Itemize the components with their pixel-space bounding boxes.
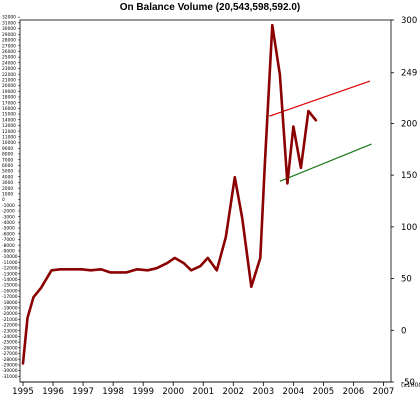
obv-series-line (21, 23, 318, 365)
x-tick-label: 2005 (313, 387, 335, 397)
x-tick-label: 2003 (253, 387, 275, 397)
left-tick-label: 18000 (2, 95, 16, 101)
left-tick-label: -12000 (2, 266, 18, 272)
x-axis: 1995 1996 1997 1998 1999 2000 2001 2002 2003 2004… (12, 382, 394, 397)
right-tick-label: 0 (401, 326, 406, 336)
left-tick-label: -5000 (2, 226, 15, 232)
left-tick-label: 4000 (2, 174, 13, 180)
left-tick-label: 23000 (2, 66, 16, 72)
x-tick-label: 2002 (222, 387, 244, 397)
left-tick-label: -4000 (2, 220, 15, 226)
x-tick-label: 1996 (42, 387, 64, 397)
left-axis: 3200031000300002900028000270002600025000… (2, 15, 20, 380)
left-tick-label: -3000 (2, 214, 15, 220)
left-tick-label: -9000 (2, 248, 15, 254)
left-tick-label: 20000 (2, 83, 16, 89)
left-tick-label: 32000 (2, 15, 16, 21)
left-tick-label: -1000 (2, 203, 15, 209)
left-tick-label: 11000 (2, 134, 16, 140)
trendline (269, 80, 371, 117)
left-tick-label: -22000 (2, 323, 18, 329)
left-tick-label: 25000 (2, 55, 16, 61)
right-tick-label: 200 (401, 119, 417, 129)
x-tick-label: 2006 (343, 387, 365, 397)
left-tick-label: 1000 (2, 191, 13, 197)
left-tick-label: -20000 (2, 311, 18, 317)
left-tick-label: 2000 (2, 186, 13, 192)
left-tick-label: 15000 (2, 112, 16, 118)
chart-title: On Balance Volume (20,543,598,592.0) (119, 2, 301, 13)
left-tick-label: -26000 (2, 345, 18, 351)
left-tick-label: -21000 (2, 317, 18, 323)
plot-frame (19, 19, 392, 383)
left-tick-label: -10000 (2, 254, 18, 260)
left-tick-label: 22000 (2, 72, 16, 78)
right-axis-unit-label: (x1000 (401, 382, 420, 389)
left-tick-label: -25000 (2, 340, 18, 346)
left-tick-label: -2000 (2, 209, 15, 215)
left-tick-label: 12000 (2, 129, 16, 135)
left-tick-label: 28000 (2, 38, 16, 44)
right-tick-label: 300 (401, 16, 417, 26)
left-tick-label: -14000 (2, 277, 18, 283)
left-tick-label: -19000 (2, 305, 18, 311)
left-tick-label: -31000 (2, 374, 18, 380)
left-tick-label: -28000 (2, 357, 18, 363)
left-tick-label: 21000 (2, 77, 16, 83)
trendline (279, 143, 372, 182)
series-group (21, 23, 318, 365)
left-tick-label: -8000 (2, 243, 15, 249)
left-tick-label: 17000 (2, 100, 16, 106)
left-tick-label: 5000 (2, 169, 13, 175)
left-tick-label: 9000 (2, 146, 13, 152)
right-tick-label: 150 (401, 171, 417, 181)
x-tick-label: 2007 (373, 387, 395, 397)
left-tick-label: 8000 (2, 152, 13, 158)
right-axis: 300 249 200 150 100 50 0 -50(x1000 (391, 16, 420, 389)
left-tick-label: 29000 (2, 32, 16, 38)
left-tick-label: -11000 (2, 260, 18, 266)
left-tick-label: 10000 (2, 140, 16, 146)
right-tick-label: 249 (401, 69, 417, 79)
x-tick-label: 1997 (72, 387, 94, 397)
right-tick-label: 100 (401, 223, 417, 233)
left-tick-label: 6000 (2, 163, 13, 169)
right-tick-label: -50 (401, 378, 415, 388)
x-tick-label: 2001 (192, 387, 214, 397)
left-tick-label: 16000 (2, 106, 16, 112)
left-tick-label: 26000 (2, 49, 16, 55)
left-tick-label: 7000 (2, 157, 13, 163)
left-tick-label: -17000 (2, 294, 18, 300)
x-tick-label: 1999 (132, 387, 154, 397)
left-tick-label: -29000 (2, 362, 18, 368)
left-tick-label: 14000 (2, 117, 16, 123)
left-tick-label: -30000 (2, 368, 18, 374)
left-tick-label: -13000 (2, 271, 18, 277)
x-tick-label: 2000 (162, 387, 184, 397)
right-tick-label: 50 (401, 275, 412, 285)
left-tick-label: 31000 (2, 20, 16, 26)
left-tick-label: 19000 (2, 89, 16, 95)
left-tick-label: 3000 (2, 180, 13, 186)
left-tick-label: 30000 (2, 26, 16, 32)
left-tick-label: 13000 (2, 123, 16, 129)
left-tick-label: 27000 (2, 43, 16, 49)
x-tick-label: 1995 (12, 387, 34, 397)
left-tick-label: -6000 (2, 231, 15, 237)
left-tick-label: 24000 (2, 60, 16, 66)
x-tick-label: 2004 (283, 387, 305, 397)
left-tick-label: -24000 (2, 334, 18, 340)
left-tick-label: -18000 (2, 300, 18, 306)
left-tick-label: 0 (2, 197, 5, 203)
left-tick-label: -16000 (2, 288, 18, 294)
x-tick-label: 1998 (102, 387, 124, 397)
left-tick-label: -7000 (2, 237, 15, 243)
left-tick-label: -23000 (2, 328, 18, 334)
trendlines (269, 80, 372, 182)
left-tick-label: -15000 (2, 283, 18, 289)
left-tick-label: -27000 (2, 351, 18, 357)
